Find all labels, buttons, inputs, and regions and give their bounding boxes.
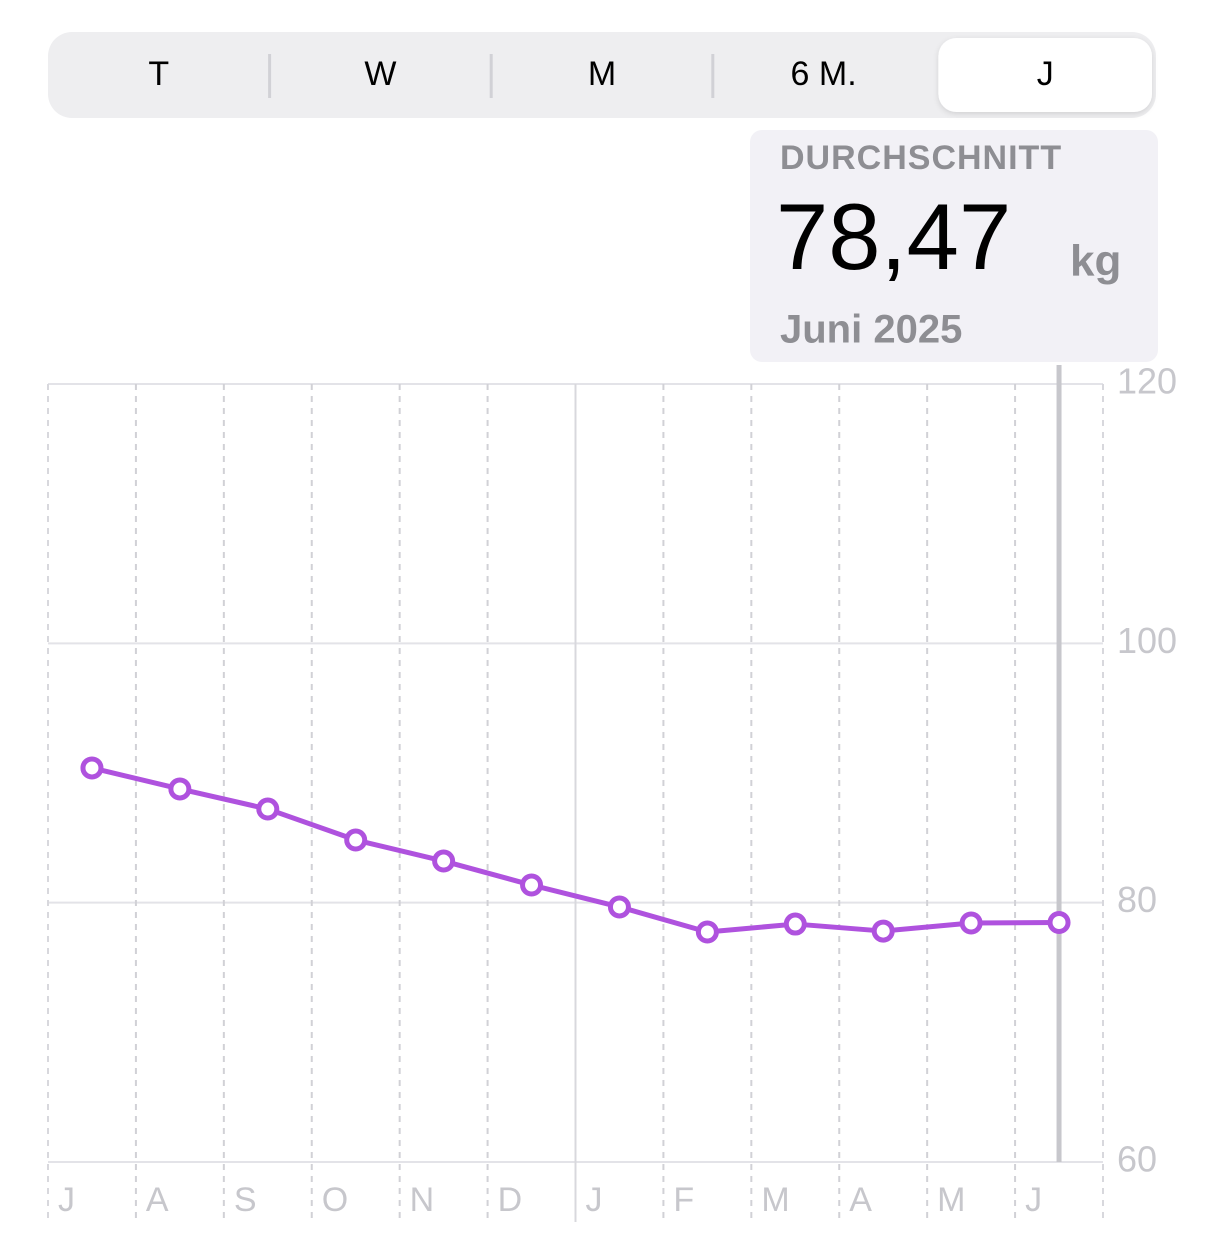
x-tick-label: F — [673, 1181, 694, 1219]
segment-label[interactable]: T — [148, 55, 169, 93]
x-tick-label: J — [1025, 1181, 1042, 1219]
line — [91, 765, 1060, 935]
segment-label[interactable]: M — [588, 55, 616, 93]
y-tick-label: 60 — [1117, 1139, 1157, 1180]
point — [871, 919, 895, 943]
point — [344, 828, 368, 852]
point — [1047, 911, 1071, 935]
segment-label[interactable]: J — [1037, 55, 1054, 93]
point — [959, 911, 983, 935]
y-tick-label: 80 — [1117, 879, 1157, 920]
x-tick-label: S — [234, 1181, 257, 1219]
point — [80, 756, 104, 780]
point — [607, 895, 631, 919]
x-tick-label: J — [586, 1181, 603, 1219]
callout-box — [750, 130, 1158, 362]
segmented-control — [48, 32, 1156, 118]
x-tick-label: A — [849, 1181, 872, 1219]
x-tick-label: M — [937, 1181, 965, 1219]
callout-unit: kg — [1070, 237, 1121, 286]
x-tick-label: O — [322, 1181, 348, 1219]
point — [256, 797, 280, 821]
callout-value: 78,47 — [776, 184, 1011, 289]
x-tick-label: A — [146, 1181, 169, 1219]
segment-label[interactable]: W — [364, 55, 396, 93]
point — [520, 873, 544, 897]
callout-period: Juni 2025 — [780, 308, 962, 352]
y-tick-label: 120 — [1117, 361, 1177, 402]
point — [432, 849, 456, 873]
x-tick-label: J — [58, 1181, 75, 1219]
point — [695, 920, 719, 944]
point — [168, 777, 192, 801]
x-tick-label: N — [410, 1181, 435, 1219]
x-tick-label: M — [761, 1181, 789, 1219]
x-tick-label: D — [498, 1181, 523, 1219]
segment-selected — [938, 38, 1152, 112]
callout-label: DURCHSCHNITT — [780, 139, 1062, 177]
segment-label[interactable]: 6 M. — [791, 55, 857, 93]
point — [783, 912, 807, 936]
y-tick-label: 100 — [1117, 620, 1177, 661]
